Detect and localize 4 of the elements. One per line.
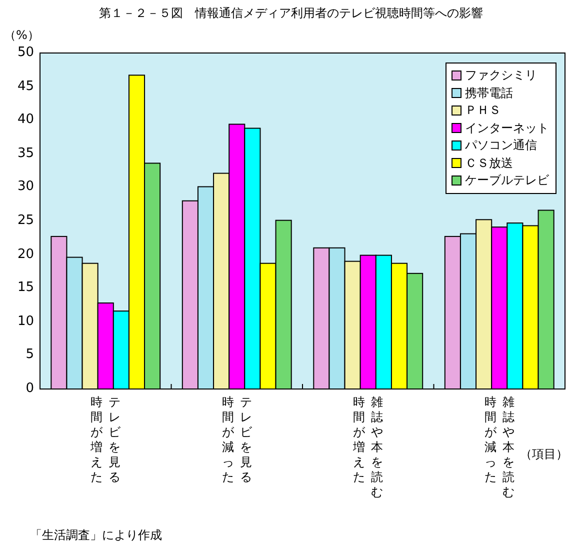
xlabel: （項目） [520,446,568,463]
annotation: 「生活調査」により作成 [30,527,162,544]
title: 第１－２－５図 情報通信メディア利用者のテレビ視聴時間等への影響 [98,5,484,22]
ylabel: （%） [4,27,40,44]
